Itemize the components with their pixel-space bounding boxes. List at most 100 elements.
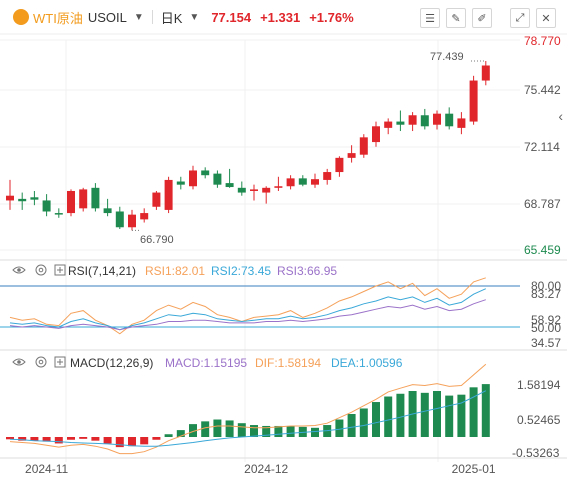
date-tick-label: 2024-11	[25, 462, 68, 476]
rsi-level-50: 50.00	[531, 321, 561, 335]
macd-histogram-bar	[164, 434, 173, 437]
candle-body	[225, 183, 234, 188]
dea-value: DEA:1.00596	[331, 356, 403, 370]
rsi1-value: RSI1:82.01	[145, 264, 205, 278]
macd-histogram-bar	[201, 421, 210, 437]
price-tick: 68.787	[524, 197, 561, 211]
price-tick-bottom: 65.459	[524, 243, 561, 257]
macd-expand-icon[interactable]	[54, 356, 66, 368]
last-price: 77.154	[211, 9, 252, 25]
rsi-indicator-name[interactable]: RSI(7,14,21)	[68, 264, 136, 278]
candle-body	[457, 118, 466, 128]
rsi-tick: 34.57	[531, 336, 561, 350]
symbol-name[interactable]: WTI原油	[33, 10, 83, 26]
header-divider	[151, 10, 153, 24]
high-price-label: 77.439	[430, 51, 464, 63]
macd-tick: 0.52465	[517, 413, 561, 427]
macd-histogram-bar	[225, 420, 234, 437]
macd-histogram-bar	[42, 437, 51, 442]
date-axis: 2024-11 2024-12 2025-01	[25, 462, 496, 476]
fullscreen-icon[interactable]: ⤢	[510, 8, 530, 28]
candlestick-series	[6, 60, 490, 231]
candle-body	[79, 189, 88, 209]
macd-series	[6, 363, 490, 455]
macd-histogram-bar	[469, 387, 478, 437]
rsi-axis: 80.00 83.27 58.92 50.00 34.57	[531, 279, 561, 350]
rsi-tick: 83.27	[531, 287, 561, 301]
symbol-code[interactable]: USOIL	[87, 9, 127, 25]
macd-histogram-bar	[335, 419, 344, 437]
candle-body	[67, 190, 75, 214]
period-selector[interactable]: 日K	[160, 10, 183, 26]
candle-body	[323, 172, 332, 180]
rsi2-line	[9, 288, 487, 331]
macd-histogram-bar	[262, 425, 271, 437]
candle-body	[6, 195, 14, 201]
draw-line-icon[interactable]: ✎	[446, 8, 466, 28]
macd-histogram-bar	[79, 437, 88, 439]
period-dropdown-icon[interactable]: ▼	[189, 11, 200, 23]
candle-body	[408, 115, 417, 125]
candle-body	[201, 170, 210, 176]
macd-histogram-bar	[6, 437, 14, 440]
macd-indicator-name[interactable]: MACD(12,26,9)	[70, 356, 153, 370]
macd-value: MACD:1.15195	[165, 356, 247, 370]
macd-histogram-bar	[286, 425, 295, 437]
chart-header: WTI原油 USOIL ▼ 日K ▼ 77.154 +1.331 +1.76%	[0, 0, 567, 34]
macd-histogram-bar	[347, 414, 356, 437]
macd-histogram-bar	[213, 419, 222, 437]
rsi-settings-icon[interactable]	[35, 264, 47, 276]
dif-line	[9, 363, 487, 455]
indicator-settings-icon[interactable]: ☰	[420, 8, 440, 28]
candle-body	[298, 178, 307, 185]
candle-body	[213, 173, 222, 185]
macd-tick: 1.58194	[517, 378, 561, 392]
macd-histogram-bar	[103, 437, 112, 444]
rsi-visibility-icon[interactable]	[12, 266, 26, 274]
macd-histogram-bar	[115, 437, 124, 448]
price-tick-top: 78.770	[524, 34, 561, 48]
candle-body	[445, 113, 454, 127]
macd-histogram-bar	[250, 425, 258, 437]
rsi-tick: 58.92	[531, 313, 561, 327]
macd-histogram-bar	[237, 423, 246, 437]
macd-histogram-bar	[18, 437, 27, 441]
rsi-expand-icon[interactable]	[54, 264, 66, 276]
candle-body	[286, 178, 295, 187]
candle-body	[481, 65, 490, 81]
pen-icon[interactable]: ✐	[472, 8, 492, 28]
macd-histogram-bar	[420, 392, 429, 437]
price-change: +1.331	[260, 9, 301, 25]
date-tick-label: 2024-12	[244, 462, 288, 476]
collapse-panel-icon[interactable]: ‹	[558, 108, 563, 124]
candle-body	[115, 211, 124, 228]
price-tick: 72.114	[524, 140, 560, 154]
symbol-dropdown-icon[interactable]: ▼	[133, 11, 144, 23]
candle-body	[384, 121, 393, 128]
macd-visibility-icon[interactable]	[12, 358, 26, 366]
rsi-level-80: 80.00	[531, 279, 561, 293]
macd-legend: MACD(12,26,9) MACD:1.15195 DIF:1.58194 D…	[12, 356, 403, 370]
macd-histogram-bar	[372, 402, 380, 437]
candle-body	[30, 197, 39, 200]
macd-tick: -0.53263	[512, 446, 560, 460]
close-icon[interactable]: ✕	[536, 8, 556, 28]
candle-body	[433, 113, 441, 125]
macd-axis: 1.58194 0.52465 -0.53263	[512, 378, 561, 460]
low-price-label: 66.790	[140, 234, 174, 246]
candle-body	[262, 187, 271, 193]
price-axis: 78.770 75.442 72.114 68.787 65.459	[524, 34, 561, 257]
candle-body	[469, 80, 478, 122]
price-change-percent: +1.76%	[309, 9, 354, 25]
price-grid	[0, 39, 520, 462]
macd-histogram-bar	[176, 430, 185, 437]
candle-body	[237, 187, 246, 193]
candle-body	[250, 189, 258, 191]
date-tick-label: 2025-01	[452, 462, 496, 476]
macd-settings-icon[interactable]	[35, 356, 47, 368]
macd-histogram-bar	[457, 394, 466, 437]
macd-histogram-bar	[359, 408, 368, 437]
macd-histogram-bar	[311, 427, 319, 437]
rsi3-line	[9, 299, 486, 331]
